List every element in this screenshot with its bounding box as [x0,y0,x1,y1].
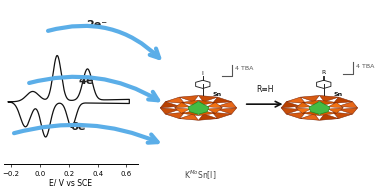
Polygon shape [319,111,336,116]
Text: R≡H: R≡H [256,85,273,94]
Polygon shape [319,95,339,102]
Polygon shape [160,108,180,114]
Polygon shape [281,108,301,114]
Text: 4 TBA: 4 TBA [356,64,374,69]
Polygon shape [319,114,339,120]
Polygon shape [328,102,343,108]
Polygon shape [328,108,343,113]
Polygon shape [181,100,198,105]
Polygon shape [212,97,232,103]
Polygon shape [179,114,198,120]
Polygon shape [300,95,319,102]
Polygon shape [198,111,215,116]
Polygon shape [198,100,215,105]
Polygon shape [160,102,180,108]
Polygon shape [338,102,358,108]
Polygon shape [175,102,190,108]
Polygon shape [188,101,209,114]
Text: 6e⁻: 6e⁻ [71,122,92,132]
Polygon shape [319,100,336,105]
Polygon shape [165,97,184,103]
Polygon shape [181,111,198,116]
Polygon shape [198,114,218,120]
Text: I: I [202,70,204,76]
Polygon shape [302,100,319,105]
Polygon shape [286,97,305,103]
Polygon shape [207,102,222,108]
Text: Sn: Sn [212,92,221,97]
Text: 2e⁻: 2e⁻ [86,20,107,30]
Polygon shape [302,111,319,116]
Polygon shape [296,102,311,108]
Polygon shape [338,108,358,114]
Polygon shape [217,102,237,108]
Polygon shape [165,112,184,119]
Polygon shape [179,95,198,102]
Polygon shape [309,101,330,114]
Polygon shape [281,102,301,108]
Text: 4 TBA: 4 TBA [235,66,253,71]
Text: Sn: Sn [333,92,342,97]
Polygon shape [175,108,190,113]
Text: 4e⁻: 4e⁻ [78,76,99,86]
Polygon shape [207,108,222,113]
Polygon shape [286,112,305,119]
Polygon shape [217,108,237,114]
Text: R: R [322,70,326,75]
Polygon shape [296,108,311,113]
Polygon shape [333,112,353,119]
Polygon shape [333,97,353,103]
Polygon shape [212,112,232,119]
Polygon shape [198,95,218,102]
X-axis label: E/ V vs SCE: E/ V vs SCE [50,179,92,186]
Polygon shape [300,114,319,120]
Text: K$^{Mo}$Sn[I]: K$^{Mo}$Sn[I] [184,169,217,182]
